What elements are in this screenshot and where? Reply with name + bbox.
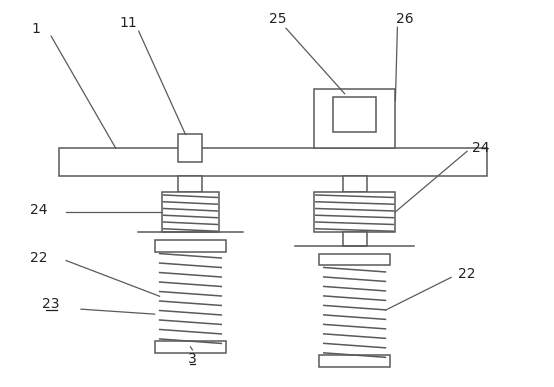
Text: 26: 26 [396, 12, 413, 26]
Bar [314, 89, 396, 148]
Bar [155, 341, 226, 353]
Bar [343, 232, 367, 246]
Text: 22: 22 [458, 267, 476, 281]
Text: 11: 11 [120, 16, 137, 30]
Bar [59, 148, 487, 176]
Bar [162, 192, 219, 232]
Text: 22: 22 [30, 250, 48, 265]
Text: 23: 23 [43, 297, 60, 311]
Text: 25: 25 [269, 12, 287, 26]
Text: 24: 24 [30, 203, 48, 217]
Text: 24: 24 [472, 141, 490, 155]
Text: 3: 3 [188, 352, 197, 366]
Bar [155, 240, 226, 252]
Bar [314, 192, 396, 232]
Bar [333, 97, 377, 132]
Text: 1: 1 [32, 22, 40, 36]
Bar [319, 355, 391, 367]
Bar [178, 176, 202, 192]
Bar [319, 253, 391, 265]
Bar [343, 176, 367, 192]
Bar [178, 134, 202, 162]
